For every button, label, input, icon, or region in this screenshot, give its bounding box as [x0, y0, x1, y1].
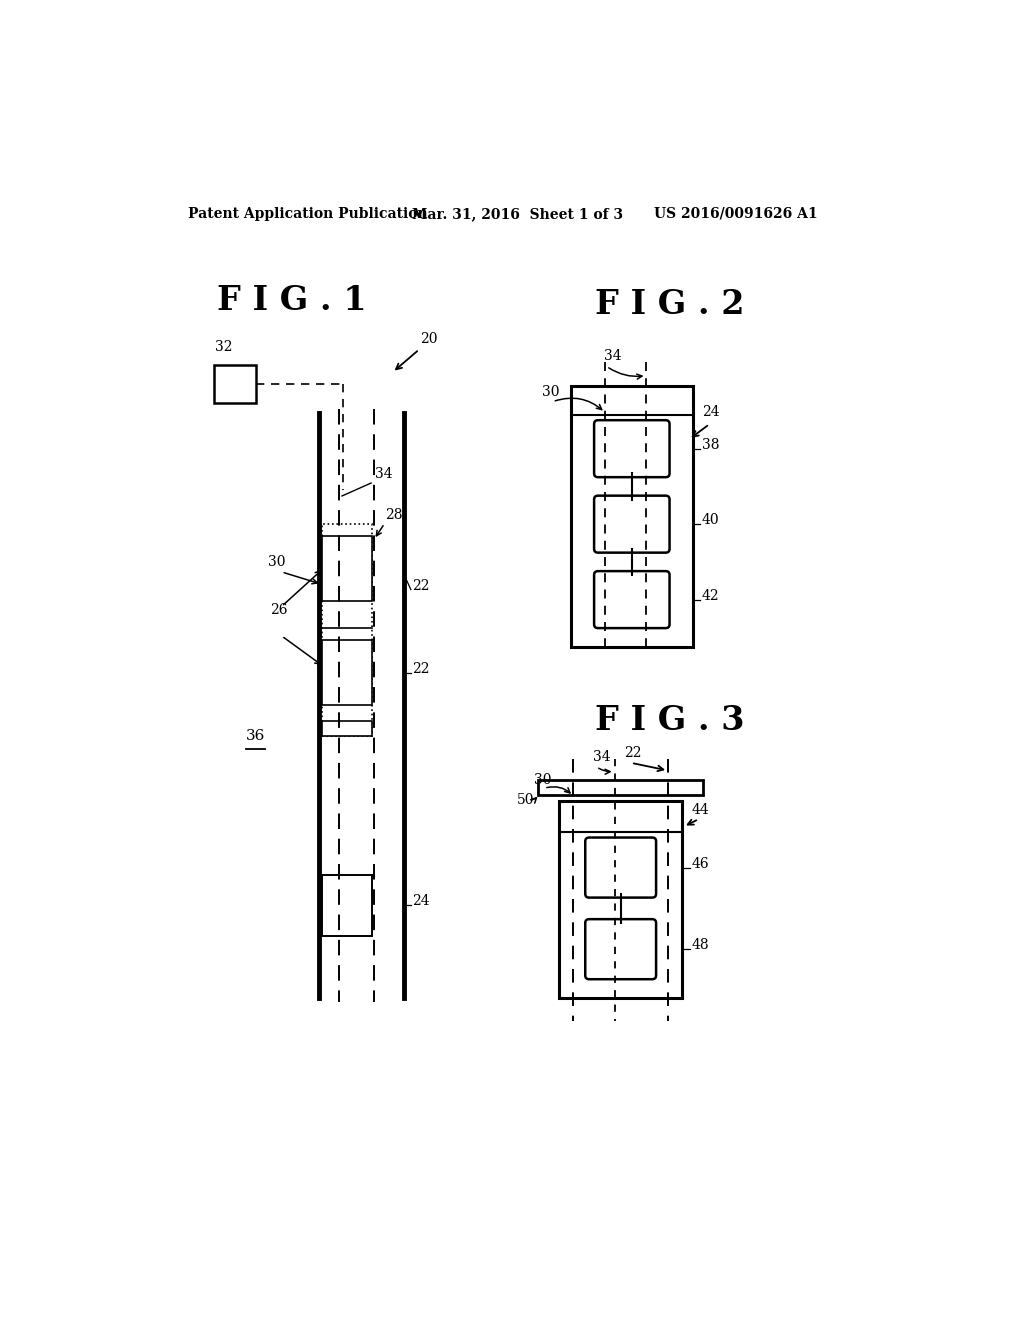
Text: US 2016/0091626 A1: US 2016/0091626 A1 — [654, 207, 818, 220]
Text: Patent Application Publication: Patent Application Publication — [188, 207, 428, 220]
Text: 26: 26 — [270, 603, 288, 618]
Bar — [323, 536, 373, 601]
Text: 42: 42 — [701, 589, 720, 603]
Text: 34: 34 — [604, 350, 622, 363]
Bar — [323, 721, 373, 737]
Text: 50: 50 — [517, 792, 535, 807]
Bar — [571, 385, 692, 647]
Text: 44: 44 — [691, 804, 709, 817]
Text: 32: 32 — [215, 341, 232, 354]
Text: 22: 22 — [413, 661, 430, 676]
Text: 22: 22 — [413, 578, 430, 593]
Text: 34: 34 — [593, 750, 611, 764]
Text: 34: 34 — [375, 467, 392, 480]
Text: 38: 38 — [701, 438, 720, 451]
Text: 24: 24 — [413, 895, 430, 908]
Text: 30: 30 — [267, 556, 285, 569]
Text: F I G . 2: F I G . 2 — [595, 288, 744, 321]
Bar — [323, 640, 373, 705]
Text: F I G . 1: F I G . 1 — [217, 284, 367, 317]
FancyBboxPatch shape — [594, 496, 670, 553]
Text: 46: 46 — [691, 857, 709, 871]
FancyBboxPatch shape — [586, 838, 656, 898]
Text: 22: 22 — [625, 747, 642, 760]
Text: 40: 40 — [701, 513, 720, 527]
Bar — [214, 364, 256, 404]
Text: 20: 20 — [420, 333, 437, 346]
Text: F I G . 3: F I G . 3 — [595, 704, 744, 737]
Bar — [323, 524, 373, 737]
Text: 48: 48 — [691, 939, 709, 952]
FancyBboxPatch shape — [594, 420, 670, 478]
Text: Mar. 31, 2016  Sheet 1 of 3: Mar. 31, 2016 Sheet 1 of 3 — [412, 207, 623, 220]
Text: 36: 36 — [246, 729, 265, 743]
Text: 28: 28 — [385, 508, 402, 521]
Bar — [559, 801, 682, 998]
FancyBboxPatch shape — [594, 572, 670, 628]
Bar — [323, 874, 373, 936]
Text: 30: 30 — [535, 772, 552, 787]
Text: 24: 24 — [701, 405, 720, 420]
Bar — [538, 780, 703, 795]
Text: 30: 30 — [542, 384, 559, 399]
FancyBboxPatch shape — [586, 919, 656, 979]
